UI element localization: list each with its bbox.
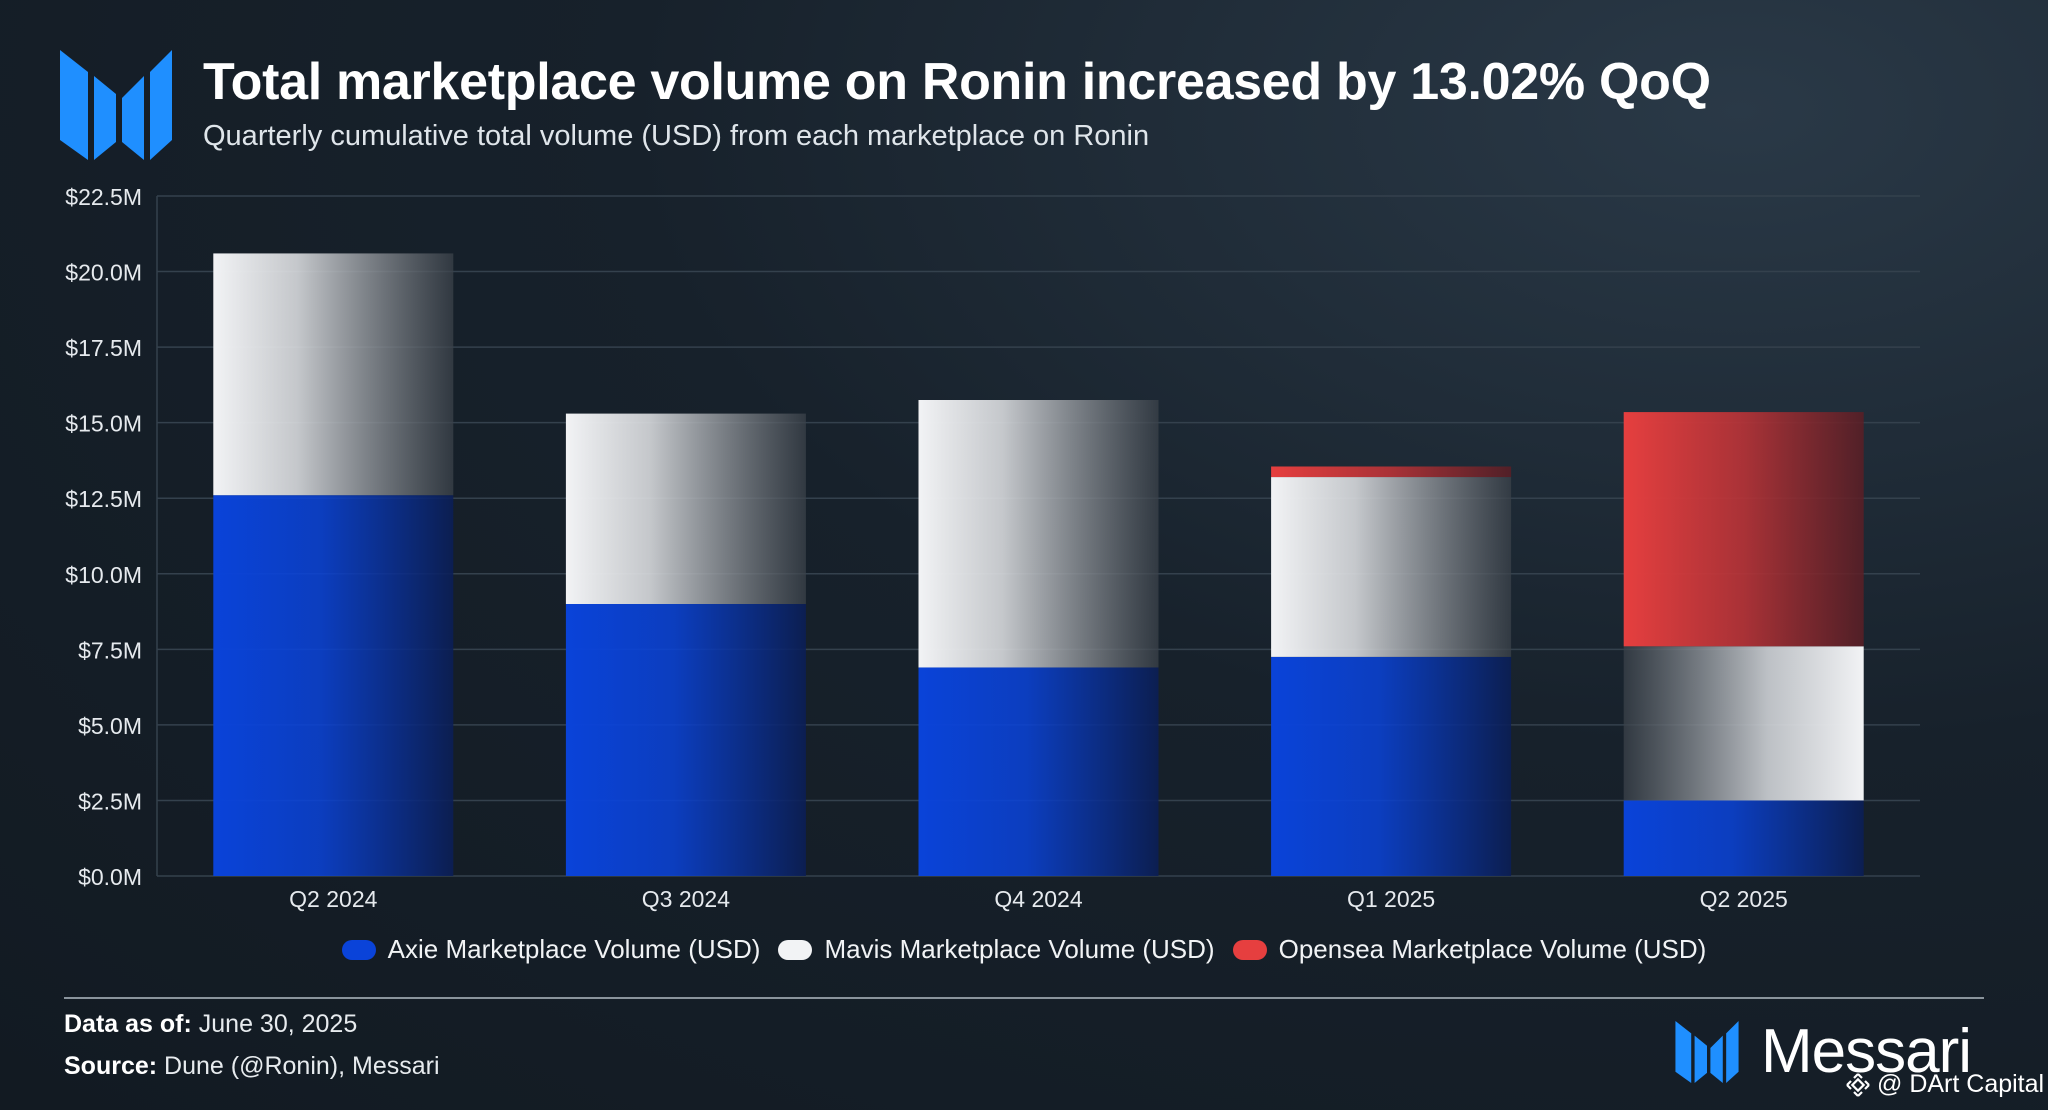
messari-logo-icon bbox=[1675, 1020, 1739, 1083]
legend-item-axie: Axie Marketplace Volume (USD) bbox=[341, 934, 761, 965]
y-tick-label: $7.5M bbox=[78, 637, 142, 663]
y-tick-label: $17.5M bbox=[65, 335, 142, 361]
bar-mavis-q2-2024 bbox=[213, 253, 454, 496]
watermark-text: @ DArt Capital bbox=[1877, 1070, 2045, 1098]
bar-mavis-q2-2025 bbox=[1623, 646, 1864, 801]
bar-axie-q4-2024 bbox=[918, 667, 1159, 876]
bar-axie-q3-2024 bbox=[565, 604, 806, 876]
legend-label: Opensea Marketplace Volume (USD) bbox=[1278, 934, 1707, 964]
messari-logo-icon bbox=[60, 50, 172, 160]
legend-label: Axie Marketplace Volume (USD) bbox=[387, 934, 761, 964]
footer-divider bbox=[64, 997, 1984, 999]
chart-subtitle: Quarterly cumulative total volume (USD) … bbox=[203, 120, 1150, 152]
x-tick-label: Q2 2024 bbox=[289, 886, 377, 912]
x-tick-label: Q3 2024 bbox=[642, 886, 730, 912]
legend-label: Mavis Marketplace Volume (USD) bbox=[824, 934, 1215, 964]
chart-title: Total marketplace volume on Ronin increa… bbox=[203, 53, 1711, 111]
binance-diamond-icon bbox=[1846, 1072, 1870, 1097]
data-as-of-value: June 30, 2025 bbox=[198, 1010, 358, 1038]
legend-swatch bbox=[1232, 939, 1267, 960]
y-tick-label: $15.0M bbox=[65, 411, 142, 437]
data-as-of: Data as of: June 30, 2025 bbox=[64, 1010, 357, 1039]
bar-mavis-q4-2024 bbox=[918, 400, 1159, 668]
source-label: Source: bbox=[64, 1052, 158, 1080]
bar-axie-q1-2025 bbox=[1271, 656, 1512, 876]
bar-opensea-q2-2025 bbox=[1623, 412, 1864, 647]
x-tick-label: Q2 2025 bbox=[1700, 886, 1788, 912]
legend-item-mavis: Mavis Marketplace Volume (USD) bbox=[778, 934, 1215, 965]
y-tick-label: $5.0M bbox=[78, 713, 142, 739]
x-tick-label: Q4 2024 bbox=[994, 886, 1082, 912]
chart-legend: Axie Marketplace Volume (USD) Mavis Marke… bbox=[0, 934, 2048, 965]
watermark: @ DArt Capital bbox=[1845, 1070, 2044, 1099]
brand-lockup: Messari bbox=[1675, 1016, 1972, 1087]
legend-swatch bbox=[778, 939, 813, 960]
y-tick-label: $22.5M bbox=[65, 184, 142, 210]
legend-item-opensea: Opensea Marketplace Volume (USD) bbox=[1232, 934, 1707, 965]
y-tick-label: $20.0M bbox=[65, 260, 142, 286]
legend-swatch bbox=[341, 939, 376, 960]
y-tick-label: $0.0M bbox=[78, 864, 142, 890]
bar-opensea-q1-2025 bbox=[1271, 466, 1512, 478]
data-as-of-label: Data as of: bbox=[64, 1010, 192, 1038]
bar-mavis-q3-2024 bbox=[565, 413, 806, 604]
stacked-bar-chart: $0.0M $2.5M $5.0M $7.5M $10.0M $12.5M $15.0M $1… bbox=[65, 184, 1920, 912]
y-tick-label: $12.5M bbox=[65, 486, 142, 512]
brand-name: Messari bbox=[1761, 1017, 1972, 1086]
y-tick-label: $2.5M bbox=[78, 788, 142, 814]
y-tick-label: $10.0M bbox=[65, 562, 142, 588]
bar-axie-q2-2025 bbox=[1623, 800, 1864, 876]
x-tick-label: Q1 2025 bbox=[1347, 886, 1435, 912]
bar-axie-q2-2024 bbox=[213, 495, 454, 876]
source-line: Source: Dune (@Ronin), Messari bbox=[64, 1052, 440, 1081]
source-value: Dune (@Ronin), Messari bbox=[164, 1052, 440, 1080]
bar-mavis-q1-2025 bbox=[1271, 477, 1512, 657]
